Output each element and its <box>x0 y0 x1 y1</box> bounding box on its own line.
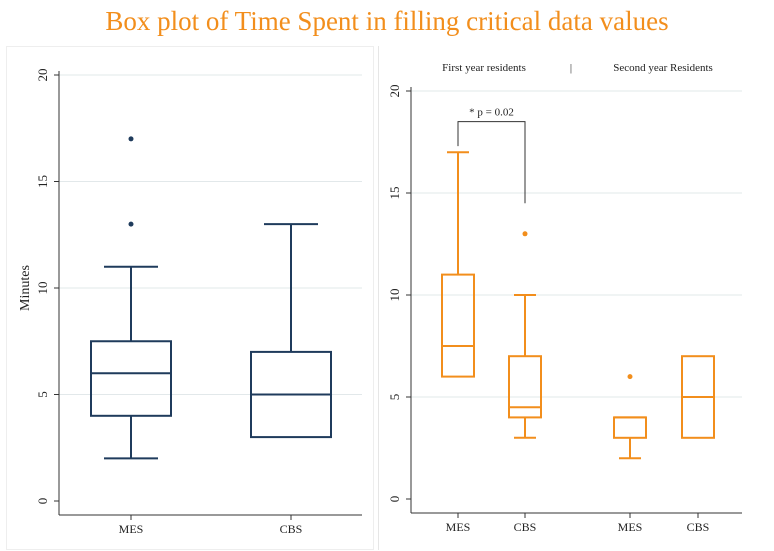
y-tick-label: 10 <box>387 289 402 302</box>
y-tick-label: 0 <box>35 498 50 505</box>
y-tick-label: 0 <box>387 496 402 503</box>
figure-title: Box plot of Time Spent in filling critic… <box>105 6 669 36</box>
category-label: CBS <box>514 520 537 534</box>
group-label-first-year: First year residents <box>442 62 526 74</box>
y-tick-label: 20 <box>387 85 402 98</box>
group-separator: | <box>570 62 572 74</box>
box-iqr <box>508 355 542 419</box>
y-tick-label: 15 <box>35 175 50 188</box>
y-tick-label: 10 <box>35 282 50 295</box>
significance-label: * p = 0.02 <box>469 107 514 119</box>
box-iqr <box>90 340 172 417</box>
outlier-point <box>128 221 134 227</box>
outlier-point <box>627 374 633 380</box>
category-label: MES <box>119 522 144 536</box>
y-axis-title: Minutes <box>18 265 33 311</box>
left-boxplot-chart: 0 5 10 15 20 Minutes MES CBS <box>18 69 362 536</box>
y-tick-label: 5 <box>387 394 402 401</box>
category-label: MES <box>446 520 471 534</box>
outlier-point <box>128 136 134 142</box>
significance-bracket <box>457 121 526 204</box>
outlier-point <box>522 231 528 237</box>
y-tick-label: 5 <box>35 391 50 398</box>
right-panel: 0 5 10 15 20 MES CBS MES CBS First year residents… <box>378 46 752 550</box>
group-label-second-year: Second year Residents <box>613 62 713 74</box>
box-iqr <box>441 273 475 378</box>
left-panel: 0 5 10 15 20 Minutes MES CBS <box>6 46 374 550</box>
category-label: MES <box>618 520 643 534</box>
y-tick-label: 20 <box>35 69 50 82</box>
y-tick-label: 15 <box>387 187 402 200</box>
category-label: CBS <box>280 522 303 536</box>
box-iqr <box>613 416 647 439</box>
right-boxplot-chart: 0 5 10 15 20 MES CBS MES CBS First year residents… <box>387 62 742 534</box>
category-label: CBS <box>687 520 710 534</box>
